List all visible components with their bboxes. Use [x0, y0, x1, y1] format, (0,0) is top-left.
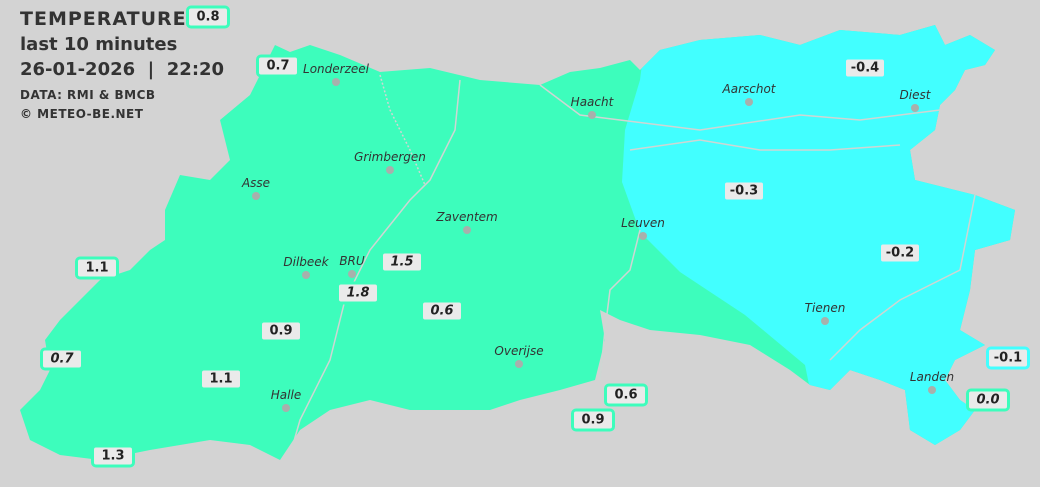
- city-marker-icon: [463, 226, 471, 234]
- city-label: Diest: [899, 88, 931, 102]
- station-temperature-badge[interactable]: 0.7: [40, 347, 84, 371]
- station-temperature-badge[interactable]: 1.1: [199, 367, 243, 391]
- city-marker-icon: [348, 270, 356, 278]
- station-temperature-badge[interactable]: 0.7: [256, 54, 300, 78]
- city-marker-icon: [515, 360, 523, 368]
- boundary-lines: [289, 74, 976, 456]
- station-temperature-badge[interactable]: 0.0: [966, 388, 1010, 412]
- station-temperature-badge[interactable]: -0.4: [843, 56, 887, 80]
- station-temperature-badge[interactable]: 0.9: [571, 408, 615, 432]
- station-temperature-badge[interactable]: 0.6: [604, 383, 648, 407]
- city-marker-icon: [252, 192, 260, 200]
- data-source: DATA: RMI & BMCB: [20, 88, 156, 102]
- city-marker-icon: [639, 232, 647, 240]
- city-marker-icon: [821, 317, 829, 325]
- station-temperature-badge[interactable]: 0.9: [259, 319, 303, 343]
- station-temperature-badge[interactable]: 1.1: [75, 256, 119, 280]
- copyright: © METEO-BE.NET: [20, 107, 144, 121]
- map-subtitle: last 10 minutes: [20, 34, 178, 55]
- city-label: Overijse: [494, 344, 544, 358]
- city-label: Haacht: [570, 95, 614, 109]
- station-temperature-badge[interactable]: 1.5: [380, 250, 424, 274]
- city-label: Dilbeek: [283, 255, 329, 269]
- station-temperature-badge[interactable]: -0.1: [986, 346, 1030, 370]
- station-temperature-badge[interactable]: 0.6: [420, 299, 464, 323]
- city-label: BRU: [339, 254, 365, 268]
- station-temperature-badge[interactable]: -0.3: [722, 179, 766, 203]
- city-marker-icon: [588, 111, 596, 119]
- city-label: Tienen: [804, 301, 846, 315]
- city-marker-icon: [386, 166, 394, 174]
- city-label: Leuven: [621, 216, 665, 230]
- station-temperature-badge[interactable]: 1.3: [91, 444, 135, 468]
- city-label: Londerzeel: [303, 62, 369, 76]
- city-label: Aarschot: [722, 82, 776, 96]
- station-temperature-badge[interactable]: -0.2: [878, 241, 922, 265]
- city-label: Zaventem: [436, 210, 498, 224]
- city-marker-icon: [928, 386, 936, 394]
- city-marker-icon: [282, 404, 290, 412]
- region-cold-zone: [622, 25, 1015, 460]
- city-marker-icon: [302, 271, 310, 279]
- city-label: Asse: [241, 176, 271, 190]
- city-label: Grimbergen: [354, 150, 426, 164]
- station-temperature-badge[interactable]: 0.8: [186, 5, 230, 29]
- city-marker-icon: [332, 78, 340, 86]
- city-marker-icon: [911, 104, 919, 112]
- station-temperature-badge[interactable]: 1.8: [336, 281, 380, 305]
- map-title: TEMPERATURE: [20, 8, 187, 30]
- map-datetime: 26-01-2026 | 22:20: [20, 59, 225, 80]
- city-marker-icon: [745, 98, 753, 106]
- city-label: Landen: [909, 370, 955, 384]
- city-label: Halle: [270, 388, 302, 402]
